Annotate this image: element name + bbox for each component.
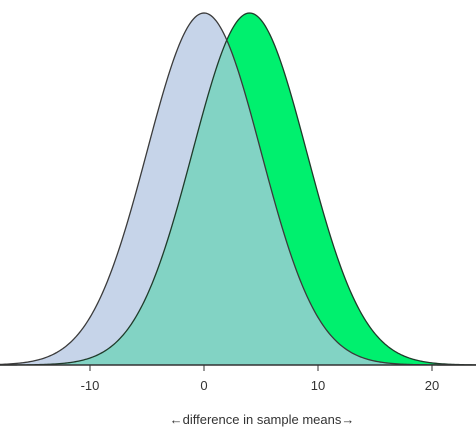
x-axis-label: ←difference in sample means→ — [170, 412, 355, 427]
x-tick-label: 0 — [200, 378, 207, 393]
null-distribution-outline — [0, 12, 476, 366]
x-axis-ticks: -10 0 10 20 — [81, 365, 439, 393]
alternative-distribution-outline — [0, 12, 476, 366]
distribution-curves — [0, 12, 476, 366]
x-tick-label: -10 — [81, 378, 100, 393]
x-tick-label: 20 — [425, 378, 439, 393]
overlap-area — [0, 40, 476, 365]
x-tick-label: 10 — [311, 378, 325, 393]
